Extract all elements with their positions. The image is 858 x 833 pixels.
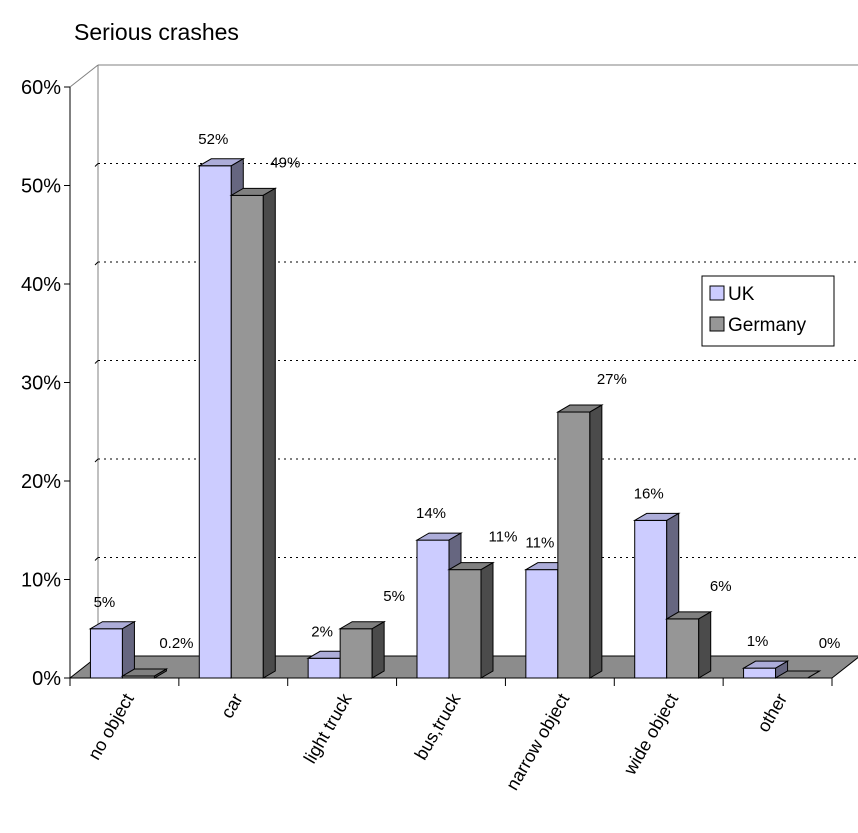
legend-swatch [709,316,725,332]
y-tick-label: 20% [21,471,61,493]
bar-side [153,668,167,679]
bar-side [698,611,712,679]
data-labels: 5% 0.2% 52% 49% 2% 5% 14% 11% 11% 27% 16% 6% 1% 0% [94,131,841,652]
legend-label: UK [728,284,755,305]
x-tick-label: narrow object [502,690,573,794]
data-label: 52% [198,131,228,148]
data-label: 11% [525,535,554,552]
bar-front [557,411,591,679]
data-label: 5% [383,588,405,605]
x-tick-label: no object [84,690,138,763]
bar-front [339,628,373,679]
bar-front [198,165,232,679]
legend-swatch [709,285,725,301]
data-label: 27% [597,371,627,388]
gridline-side-tick [94,163,99,167]
bar-front [634,519,668,679]
gridline-side-tick [94,557,99,561]
y-tick-label: 60% [21,77,61,99]
bar [773,670,822,679]
bar-side [371,620,385,679]
y-tick-label: 10% [21,570,61,592]
data-label: 0.2% [159,635,193,652]
bar-front [666,618,700,679]
chart-title: Serious crashes [74,19,239,45]
data-label: 6% [710,578,732,595]
gridline-side-tick [94,261,99,266]
bar [447,561,495,679]
bar-front [89,628,123,679]
data-label: 11% [489,529,518,546]
bar-side [262,187,276,679]
bar [338,620,386,679]
bars [88,157,822,679]
bar [229,187,278,679]
bar [741,660,790,679]
y-tick-label: 30% [21,373,61,395]
bar [556,404,604,679]
bar-side [807,670,820,679]
bar-front [230,194,264,679]
data-label: 14% [416,505,446,522]
x-axis: no object car light truck bus,truck narrow o… [69,677,833,794]
x-tick-label: light truck [300,689,356,767]
x-tick-label: bus,truck [411,689,465,763]
side-wall-top-edge [69,64,99,88]
legend-label: Germany [728,315,807,336]
x-tick-label: car [217,690,247,722]
bar [664,611,713,679]
y-axis: 0% 10% 20% 30% 40% 50% 60% [21,77,71,690]
bar-front [307,657,341,679]
data-label: 49% [270,154,300,171]
gridline-side-tick [94,360,99,364]
y-tick-label: 40% [21,274,61,296]
x-tick-label: wide object [619,690,682,779]
gridline-side-tick [94,458,99,463]
data-label: 2% [311,623,333,640]
data-label: 5% [94,594,116,611]
data-label: 1% [747,633,769,650]
bar [88,620,137,679]
bar-side [480,561,494,679]
bar-front [448,569,482,679]
x-tick-label: other [753,690,791,736]
bar-front [416,539,450,679]
data-label: 0% [819,635,841,652]
data-label: 16% [634,485,664,502]
y-tick-label: 50% [21,176,61,198]
bar [120,668,169,679]
bar-front [525,569,559,679]
back-wall-edge [98,64,858,66]
y-tick-label: 0% [32,668,61,690]
bar-front [743,667,777,679]
legend: UK Germany [701,275,835,347]
bar-side [589,404,603,679]
